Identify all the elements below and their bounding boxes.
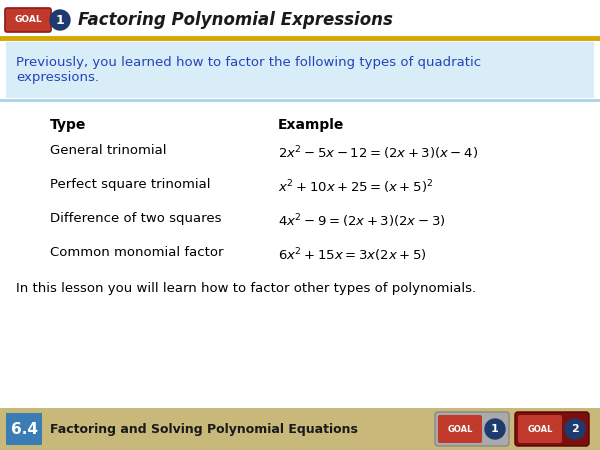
Circle shape bbox=[485, 419, 505, 439]
FancyBboxPatch shape bbox=[518, 415, 562, 443]
Text: $4x^2 - 9 = (2x + 3)(2x - 3)$: $4x^2 - 9 = (2x + 3)(2x - 3)$ bbox=[278, 212, 445, 230]
Text: Type: Type bbox=[50, 118, 86, 132]
Text: GOAL: GOAL bbox=[527, 424, 553, 433]
Text: Factoring Polynomial Expressions: Factoring Polynomial Expressions bbox=[78, 11, 393, 29]
FancyBboxPatch shape bbox=[0, 408, 600, 450]
Text: 6.4: 6.4 bbox=[11, 422, 37, 436]
Text: GOAL: GOAL bbox=[448, 424, 473, 433]
Circle shape bbox=[50, 10, 70, 30]
Text: GOAL: GOAL bbox=[14, 15, 42, 24]
FancyBboxPatch shape bbox=[5, 8, 51, 32]
Text: Example: Example bbox=[278, 118, 344, 132]
Text: Perfect square trinomial: Perfect square trinomial bbox=[50, 178, 211, 191]
FancyBboxPatch shape bbox=[435, 412, 509, 446]
FancyBboxPatch shape bbox=[0, 0, 600, 38]
Text: 1: 1 bbox=[56, 14, 64, 27]
FancyBboxPatch shape bbox=[515, 412, 589, 446]
Text: General trinomial: General trinomial bbox=[50, 144, 167, 157]
Text: $2x^2 - 5x - 12 = (2x +3)(x - 4)$: $2x^2 - 5x - 12 = (2x +3)(x - 4)$ bbox=[278, 144, 478, 162]
Text: 2: 2 bbox=[571, 424, 579, 434]
FancyBboxPatch shape bbox=[6, 42, 594, 98]
Circle shape bbox=[565, 419, 585, 439]
Text: Difference of two squares: Difference of two squares bbox=[50, 212, 221, 225]
Text: Factoring and Solving Polynomial Equations: Factoring and Solving Polynomial Equatio… bbox=[50, 423, 358, 436]
FancyBboxPatch shape bbox=[438, 415, 482, 443]
Text: $6x^2 + 15x = 3x(2x + 5)$: $6x^2 + 15x = 3x(2x + 5)$ bbox=[278, 246, 427, 264]
Text: Common monomial factor: Common monomial factor bbox=[50, 246, 223, 259]
Text: $x^2 + 10x + 25 = (x + 5)^2$: $x^2 + 10x + 25 = (x + 5)^2$ bbox=[278, 178, 433, 196]
Text: Previously, you learned how to factor the following types of quadratic
expressio: Previously, you learned how to factor th… bbox=[16, 56, 481, 84]
FancyBboxPatch shape bbox=[6, 413, 42, 445]
Text: 1: 1 bbox=[491, 424, 499, 434]
Text: In this lesson you will learn how to factor other types of polynomials.: In this lesson you will learn how to fac… bbox=[16, 282, 476, 295]
